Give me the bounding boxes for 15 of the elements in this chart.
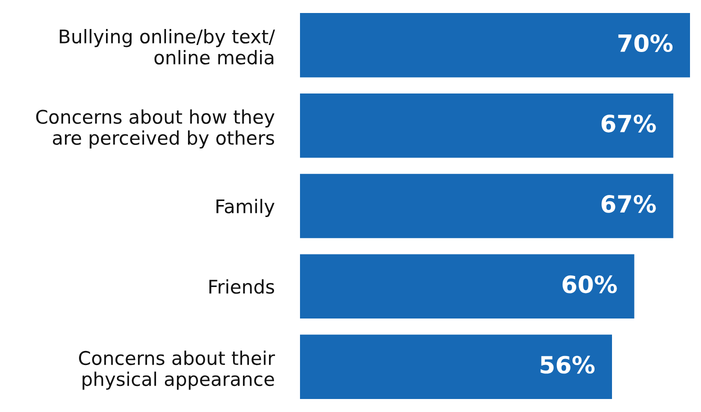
data-label: 56%	[540, 356, 595, 374]
bar	[300, 334, 612, 399]
y-tick-label: Friends	[209, 279, 274, 294]
bar	[300, 93, 674, 158]
bar	[300, 174, 674, 238]
data-label: 67%	[602, 194, 656, 213]
y-tick-label: Family	[216, 198, 274, 218]
y-tick-label: Concerns about how they are perceived by others	[36, 109, 274, 149]
y-tick-label: Concerns about their physical appearance	[79, 350, 275, 390]
data-label: 67%	[602, 114, 656, 132]
data-label: 60%	[562, 275, 617, 294]
data-label: 70%	[618, 34, 673, 52]
bar	[300, 13, 690, 78]
bar	[300, 254, 634, 319]
y-tick-label: Bullying online/by text/ online media	[60, 29, 275, 65]
